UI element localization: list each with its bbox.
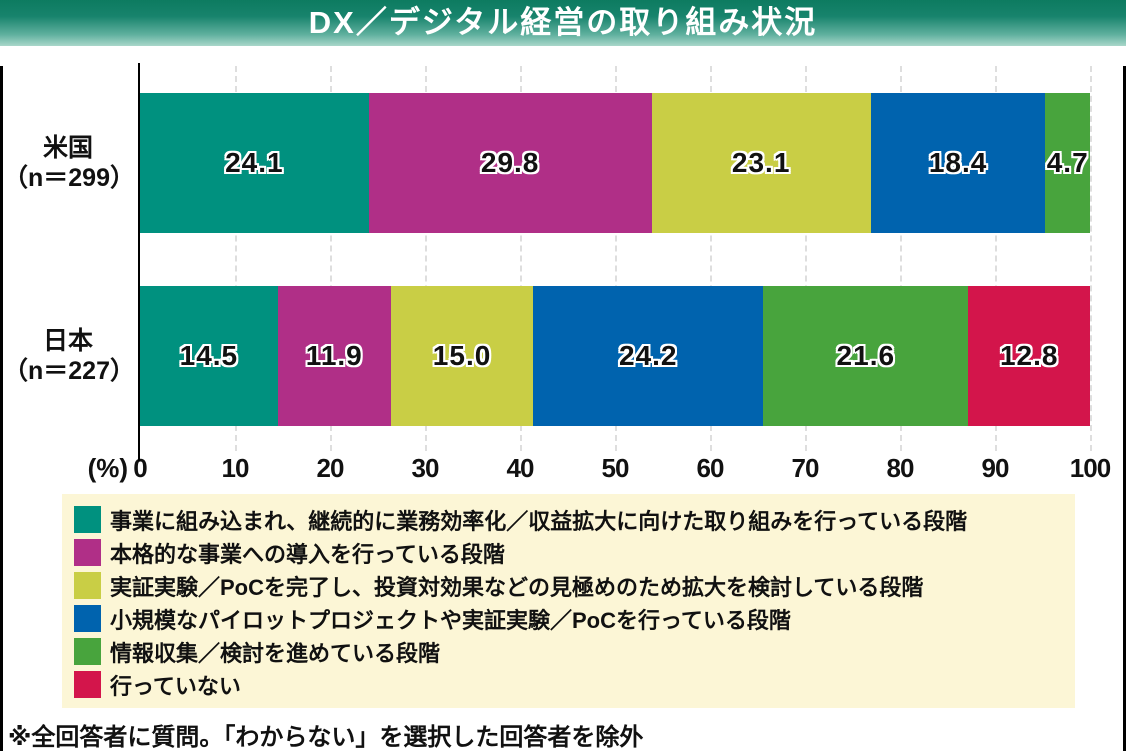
bar-segment: 4.7 — [1045, 93, 1090, 233]
bar-value-label: 24.2 — [619, 340, 678, 371]
legend-item: 行っていない — [74, 668, 1063, 701]
gridline — [330, 66, 332, 451]
bar-segment: 23.1 — [651, 93, 871, 233]
bar-segment: 18.4 — [870, 93, 1046, 233]
legend-swatch — [74, 572, 101, 599]
tick-label: 60 — [696, 453, 725, 483]
chart-panel: 24.1 29.8 23.1 18.4 4.7 米国 （n＝299） 14.5 11.9 15.0… — [0, 63, 1126, 751]
legend-item: 本格的な事業への導入を行っている段階 — [74, 536, 1063, 569]
bar-value-label: 21.6 — [836, 340, 896, 371]
bar-value-label: 11.9 — [305, 340, 363, 371]
gridline — [615, 66, 617, 451]
tick-label: 0 — [133, 453, 148, 483]
bar-value-label: 4.7 — [1046, 147, 1089, 178]
bar-segment: 14.5 — [140, 286, 278, 426]
legend-item: 情報収集／検討を進めている段階 — [74, 635, 1063, 668]
bar-segment: 24.2 — [533, 286, 764, 426]
bar-value-label: 14.5 — [179, 340, 239, 371]
y-axis-line — [138, 63, 140, 461]
plot-area: 24.1 29.8 23.1 18.4 4.7 米国 （n＝299） 14.5 11.9 15.0… — [3, 63, 1092, 461]
tick-label: 40 — [506, 453, 535, 483]
bar-value-label: 29.8 — [480, 147, 540, 178]
tick-label: 10 — [221, 453, 250, 483]
legend-label: 事業に組み込まれ、継続的に業務効率化／収益拡大に向けた取り組みを行っている段階 — [110, 508, 968, 534]
tick-label: 70 — [791, 453, 820, 483]
legend-label: 本格的な事業への導入を行っている段階 — [110, 541, 505, 567]
legend-swatch — [74, 506, 101, 533]
tick-label: 30 — [411, 453, 440, 483]
gridline — [520, 66, 522, 451]
legend-item: 実証実験／PoCを完了し、投資対効果などの見極めのため拡大を検討している段階 — [74, 569, 1063, 602]
legend-label: 情報収集／検討を進めている段階 — [110, 640, 441, 666]
page-title: DX／デジタル経営の取り組み状況 — [308, 5, 818, 40]
bar-segment: 15.0 — [390, 286, 534, 426]
category-label: 米国 （n＝299） — [3, 134, 135, 192]
bar-value-label: 12.8 — [999, 340, 1059, 371]
bar-segment: 12.8 — [968, 286, 1090, 426]
tick-label: 100 — [1069, 453, 1111, 483]
bar-value-label: 15.0 — [432, 340, 492, 371]
axis-unit-label: (%) — [87, 453, 128, 483]
gridline — [1090, 66, 1092, 451]
gridline — [900, 66, 902, 451]
legend: 事業に組み込まれ、継続的に業務効率化／収益拡大に向けた取り組みを行っている段階本… — [62, 494, 1075, 708]
bar-segment: 11.9 — [277, 286, 391, 426]
bar-segment: 29.8 — [368, 93, 652, 233]
gridline — [805, 66, 807, 451]
legend-label: 小規模なパイロットプロジェクトや実証実験／PoCを行っている段階 — [110, 607, 791, 633]
footnote: ※全回答者に質問。「わからない」を選択した回答者を除外 — [8, 724, 644, 751]
legend-swatch — [74, 671, 101, 698]
legend-swatch — [74, 539, 101, 566]
tick-label: 80 — [886, 453, 915, 483]
gridline — [995, 66, 997, 451]
bar-value-label: 24.1 — [225, 147, 284, 178]
bar-row: 14.5 11.9 15.0 24.2 21.6 12.8 — [140, 286, 1090, 426]
gridline — [235, 66, 237, 451]
bar-value-label: 23.1 — [731, 147, 791, 178]
tick-label: 90 — [981, 453, 1010, 483]
gridline — [710, 66, 712, 451]
bar-segment: 24.1 — [140, 93, 369, 233]
bar-row: 24.1 29.8 23.1 18.4 4.7 — [140, 93, 1090, 233]
category-label: 日本 （n＝227） — [3, 327, 135, 385]
legend-swatch — [74, 605, 101, 632]
legend-label: 実証実験／PoCを完了し、投資対効果などの見極めのため拡大を検討している段階 — [110, 574, 924, 600]
bar-value-label: 18.4 — [928, 147, 988, 178]
tick-label: 50 — [601, 453, 630, 483]
title-bar: DX／デジタル経営の取り組み状況 — [0, 0, 1126, 46]
legend-swatch — [74, 638, 101, 665]
legend-item: 事業に組み込まれ、継続的に業務効率化／収益拡大に向けた取り組みを行っている段階 — [74, 503, 1063, 536]
bar-segment: 21.6 — [763, 286, 969, 426]
legend-label: 行っていない — [110, 673, 241, 699]
tick-label: 20 — [316, 453, 345, 483]
gridline — [425, 66, 427, 451]
legend-item: 小規模なパイロットプロジェクトや実証実験／PoCを行っている段階 — [74, 602, 1063, 635]
x-axis: (%) 0 10 20 30 40 50 60 70 80 90 100 — [88, 451, 1112, 487]
